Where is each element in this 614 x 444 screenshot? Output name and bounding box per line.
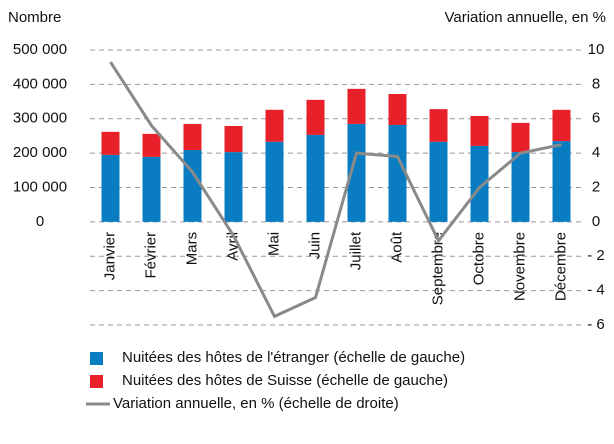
bar — [511, 152, 530, 222]
bar — [429, 141, 448, 222]
x-tick-label: Septembre — [429, 232, 446, 305]
bar — [552, 109, 571, 142]
x-tick-label: Décembre — [552, 232, 569, 301]
legend-label: Nuitées des hôtes de Suisse (échelle de … — [122, 372, 448, 389]
x-tick-label: Avril — [224, 232, 241, 261]
bar — [224, 125, 243, 153]
x-tick-label: Mai — [265, 232, 282, 256]
y2-tick-label: 4 — [592, 144, 600, 161]
bar — [347, 123, 366, 222]
legend-label: Nuitées des hôtes de l'étranger (échelle… — [122, 349, 465, 366]
x-tick-label: Juin — [306, 232, 323, 260]
bar — [429, 109, 448, 142]
y2-tick-label: 10 — [588, 41, 605, 58]
y-tick-label: 100 000 — [13, 178, 67, 195]
y2-tick-label: - 2 — [587, 247, 605, 264]
bar — [347, 88, 366, 124]
x-tick-label: Février — [142, 232, 159, 279]
x-tick-label: Octobre — [470, 232, 487, 285]
bar — [224, 152, 243, 222]
y2-tick-label: - 6 — [587, 316, 605, 333]
y-tick-label: 300 000 — [13, 110, 67, 127]
x-tick-label: Juillet — [347, 231, 364, 270]
y-tick-label: 400 000 — [13, 75, 67, 92]
y2-tick-label: 2 — [592, 178, 600, 195]
y2-axis-label: Variation annuelle, en % — [445, 9, 607, 26]
bar — [306, 134, 325, 222]
bar — [470, 116, 489, 146]
x-tick-label: Janvier — [101, 232, 118, 280]
legend-swatch — [90, 375, 103, 388]
y-axis-label: Nombre — [8, 9, 61, 26]
bar — [511, 122, 530, 153]
bar — [183, 150, 202, 222]
bar — [101, 131, 120, 155]
bar — [142, 133, 161, 157]
bar — [142, 156, 161, 222]
y2-tick-label: - 4 — [587, 282, 605, 299]
y-tick-label: 500 000 — [13, 41, 67, 58]
bar — [306, 99, 325, 135]
bar — [388, 124, 407, 222]
y-tick-label: 0 — [36, 213, 44, 230]
y-tick-label: 200 000 — [13, 144, 67, 161]
legend-swatch — [90, 352, 103, 365]
y2-tick-label: 6 — [592, 110, 600, 127]
x-tick-label: Novembre — [511, 232, 528, 301]
line — [109, 61, 562, 319]
bar — [265, 141, 284, 222]
y2-tick-label: 0 — [592, 213, 600, 230]
y2-tick-label: 8 — [592, 75, 600, 92]
bar — [101, 154, 120, 222]
bar — [265, 109, 284, 142]
bar — [388, 94, 407, 125]
bar — [552, 141, 571, 222]
bar — [183, 123, 202, 151]
bar — [470, 145, 489, 222]
x-tick-label: Août — [388, 231, 405, 263]
legend-label: Variation annuelle, en % (échelle de dro… — [113, 395, 399, 412]
x-tick-label: Mars — [183, 232, 200, 265]
